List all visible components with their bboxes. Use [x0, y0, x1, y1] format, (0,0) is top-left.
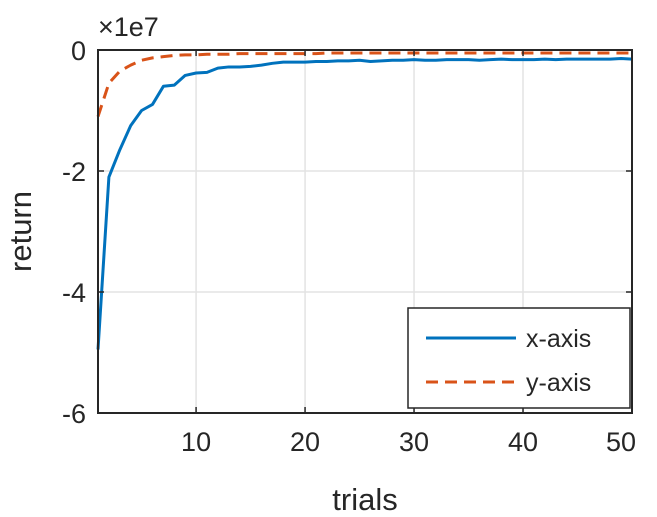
- tick-marks: [98, 49, 633, 414]
- series-line-x-axis: [96, 56, 633, 350]
- x-tick-label: 50: [606, 427, 636, 457]
- x-axis-label: trials: [332, 482, 397, 517]
- grid-lines: [98, 50, 632, 413]
- legend: x-axis y-axis: [407, 307, 631, 409]
- x-tick-labels: 10 20 30 40 50: [181, 427, 636, 457]
- x-tick-label: 30: [399, 427, 429, 457]
- y-tick-label: -2: [62, 157, 86, 187]
- y-tick-label: -4: [62, 278, 86, 308]
- legend-label: x-axis: [526, 325, 591, 353]
- series-lines: [96, 51, 633, 350]
- series-line-y-axis: [96, 51, 632, 118]
- y-exponent-label: ×1e7: [98, 12, 159, 42]
- plot-frame: [97, 49, 633, 414]
- y-tick-label: 0: [71, 36, 86, 66]
- x-tick-label: 20: [290, 427, 320, 457]
- x-tick-label: 10: [181, 427, 211, 457]
- y-tick-label: -6: [62, 399, 86, 429]
- y-tick-labels: -6 -4 -2 0: [62, 36, 86, 429]
- legend-label: y-axis: [526, 369, 591, 397]
- y-axis-label: return: [3, 191, 38, 272]
- legend-box: [407, 307, 631, 409]
- x-tick-label: 40: [508, 427, 538, 457]
